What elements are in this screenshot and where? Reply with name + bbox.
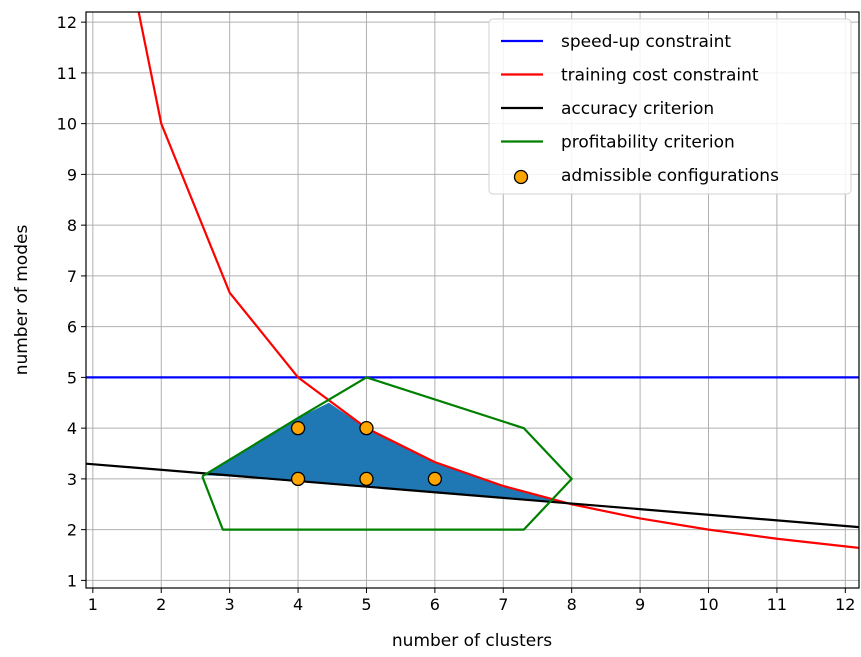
points-layer bbox=[290, 420, 443, 487]
y-axis-label: number of modes bbox=[12, 225, 32, 376]
accuracy-criterion-line bbox=[86, 462, 859, 529]
y-tick-label: 11 bbox=[57, 64, 77, 83]
y-tick-label: 12 bbox=[57, 13, 77, 32]
y-tick-label: 3 bbox=[67, 470, 77, 489]
x-tick-label: 11 bbox=[767, 595, 787, 614]
legend-label: accuracy criterion bbox=[561, 99, 714, 119]
y-tick-label: 10 bbox=[57, 115, 77, 134]
profitability-criterion-line bbox=[201, 376, 573, 531]
y-tick-label: 5 bbox=[67, 368, 77, 387]
x-tick-label: 10 bbox=[698, 595, 718, 614]
x-tick-label: 8 bbox=[567, 595, 577, 614]
x-axis-label: number of clusters bbox=[392, 631, 552, 651]
legend-label: training cost constraint bbox=[561, 66, 759, 86]
admissible-point bbox=[427, 471, 443, 487]
x-tick-label: 2 bbox=[156, 595, 166, 614]
y-tick-label: 2 bbox=[67, 521, 77, 540]
x-tick-label: 9 bbox=[635, 595, 645, 614]
x-tick-label: 12 bbox=[835, 595, 855, 614]
y-tick-label: 6 bbox=[67, 318, 77, 337]
series-layer bbox=[86, 12, 859, 550]
training-cost-constraint-line bbox=[137, 12, 859, 550]
y-tick-label: 4 bbox=[67, 419, 77, 438]
y-tick-label: 8 bbox=[67, 216, 77, 235]
x-tick-label: 3 bbox=[225, 595, 235, 614]
x-tick-label: 1 bbox=[88, 595, 98, 614]
legend-box bbox=[488, 18, 852, 195]
y-tick-label: 9 bbox=[67, 165, 77, 184]
x-tick-label: 7 bbox=[498, 595, 508, 614]
legend-label: admissible configurations bbox=[561, 166, 779, 186]
x-tick-label: 4 bbox=[293, 595, 303, 614]
admissible-point bbox=[290, 471, 306, 487]
x-tick-label: 6 bbox=[430, 595, 440, 614]
legend-marker bbox=[513, 169, 529, 185]
y-tick-label: 7 bbox=[67, 267, 77, 286]
plot-frame bbox=[85, 11, 860, 589]
x-tick-label: 5 bbox=[361, 595, 371, 614]
legend-label: profitability criterion bbox=[561, 133, 735, 153]
legend: speed-up constraint training cost constra… bbox=[488, 18, 852, 195]
admissible-point bbox=[359, 420, 374, 436]
admissible-point bbox=[290, 420, 306, 436]
legend-label: speed-up constraint bbox=[561, 32, 731, 52]
admissible-point bbox=[359, 471, 374, 487]
y-tick-label: 1 bbox=[67, 571, 77, 590]
